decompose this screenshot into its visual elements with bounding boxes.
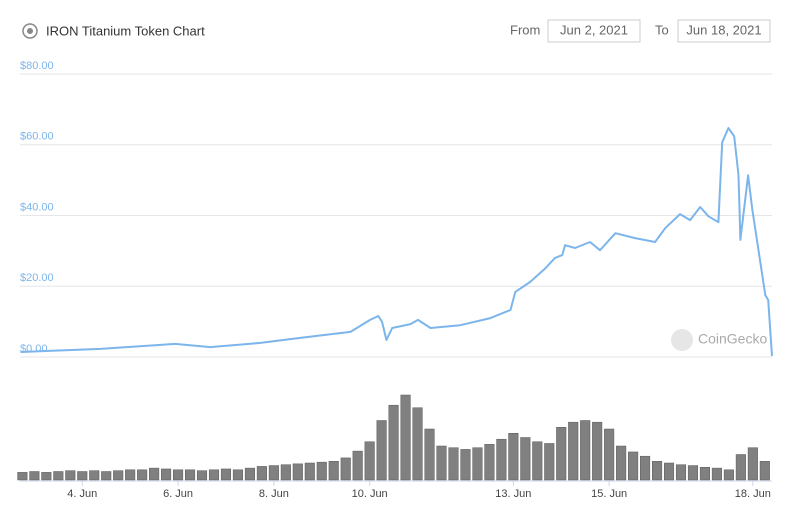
volume-bar <box>616 445 627 481</box>
x-tick-label: 8. Jun <box>259 488 289 500</box>
watermark: CoinGecko <box>698 331 767 347</box>
volume-bar <box>77 471 88 481</box>
volume-bar <box>17 472 28 481</box>
to-label: To <box>655 22 669 37</box>
volume-bar <box>652 461 663 481</box>
y-tick-label: $40.00 <box>20 201 54 213</box>
volume-bar <box>268 465 279 481</box>
volume-bar <box>304 462 315 481</box>
x-tick-label: 6. Jun <box>163 488 193 500</box>
y-tick-label: $60.00 <box>20 131 54 143</box>
y-tick-label: $80.00 <box>20 60 54 72</box>
volume-bar <box>711 467 722 481</box>
volume-bar <box>340 457 351 481</box>
token-icon-core <box>27 28 33 34</box>
volume-bar <box>604 428 615 481</box>
volume-bar <box>316 461 327 481</box>
x-tick-label: 10. Jun <box>352 488 388 500</box>
volume-bar <box>292 463 303 481</box>
volume-bar <box>53 471 64 481</box>
token-icon <box>22 23 38 39</box>
y-tick-label: $0.00 <box>20 343 48 355</box>
volume-bar <box>759 461 770 481</box>
volume-bar <box>544 443 555 481</box>
volume-bar <box>532 441 543 481</box>
to-input[interactable] <box>677 19 771 43</box>
volume-bar <box>520 437 531 481</box>
volume-bar <box>173 469 184 481</box>
watermark-logo <box>671 329 693 351</box>
volume-bar <box>460 449 471 481</box>
volume-bar <box>137 469 148 481</box>
x-tick-label: 15. Jun <box>591 488 627 500</box>
volume-bar <box>113 470 124 481</box>
volume-bar <box>149 467 160 481</box>
x-tick-label: 4. Jun <box>67 488 97 500</box>
volume-bar <box>65 470 76 481</box>
volume-bar <box>675 464 687 481</box>
volume-bar <box>388 404 399 481</box>
price-line <box>20 127 773 356</box>
from-input[interactable] <box>547 19 641 43</box>
volume-bar <box>580 420 591 481</box>
x-tick-label: 18. Jun <box>735 488 771 500</box>
volume-bar <box>640 455 651 481</box>
volume-bar <box>496 438 507 481</box>
volume-bar <box>101 471 112 481</box>
volume-bar <box>328 461 339 481</box>
volume-bar <box>196 470 208 481</box>
to-date[interactable]: Jun 18, 2021 <box>686 22 761 37</box>
volume-bar <box>568 421 579 481</box>
volume-bar <box>256 466 267 481</box>
volume-bar <box>125 469 136 481</box>
volume-bar <box>592 421 603 481</box>
volume-bar <box>747 447 758 481</box>
volume-bar <box>699 467 710 481</box>
volume-bar <box>208 469 220 481</box>
from-date[interactable]: Jun 2, 2021 <box>560 22 628 37</box>
volume-bar <box>161 468 172 481</box>
volume-bar <box>448 447 459 481</box>
volume-bar <box>735 454 746 481</box>
x-tick-label: 13. Jun <box>495 488 531 500</box>
volume-bar <box>244 467 255 481</box>
volume-bar <box>352 450 363 481</box>
volume-bar <box>29 471 40 481</box>
volume-bar <box>508 433 519 481</box>
y-tick-label: $20.00 <box>20 272 54 284</box>
volume-bar <box>89 470 100 481</box>
volume-bar <box>400 394 411 481</box>
volume-bar <box>472 447 483 481</box>
volume-bar <box>484 444 495 481</box>
volume-bar <box>364 441 375 481</box>
volume-bar <box>376 420 387 481</box>
volume-bar <box>424 428 435 481</box>
chart-title: IRON Titanium Token Chart <box>46 23 205 38</box>
volume-bar <box>41 472 52 481</box>
volume-bar <box>184 469 196 481</box>
volume-bar <box>220 468 232 481</box>
volume-bar <box>628 451 639 481</box>
volume-bar <box>723 469 734 481</box>
volume-bar <box>663 462 675 481</box>
volume-bar <box>232 469 243 481</box>
volume-bar <box>436 445 447 481</box>
volume-bar <box>687 465 699 481</box>
from-label: From <box>510 22 540 37</box>
volume-bar <box>412 407 423 481</box>
volume-bar <box>556 427 567 481</box>
volume-bar <box>280 464 291 481</box>
